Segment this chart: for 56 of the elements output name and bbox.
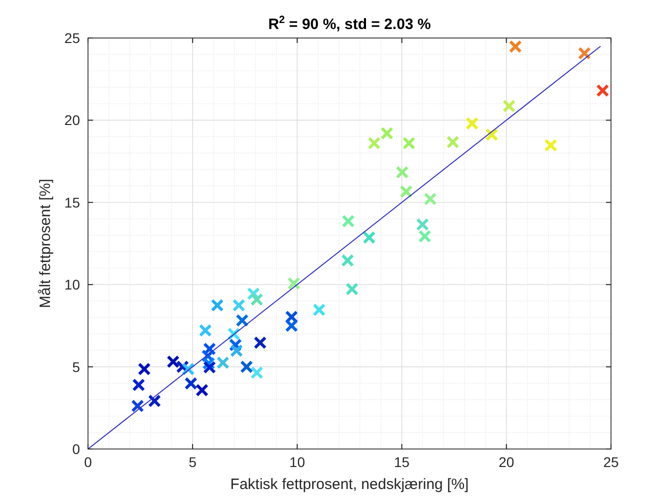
y-tick-label: 15 (64, 194, 80, 210)
y-axis-title: Målt fettprosent [%] (37, 178, 54, 308)
point (396, 166, 409, 179)
point (148, 394, 162, 408)
point (236, 314, 249, 327)
point (402, 136, 416, 150)
y-tick-label: 0 (72, 441, 80, 457)
point (230, 344, 244, 358)
x-tick-label: 5 (188, 454, 197, 470)
x-axis-title: Faktisk fettprosent, nedskjæring [%] (230, 476, 469, 493)
point (216, 356, 230, 370)
x-tick-label: 0 (84, 454, 92, 470)
point (232, 298, 246, 312)
point (416, 218, 430, 231)
chart-title: R$^{2}$ = 90 %, std = 2.03 % (268, 14, 431, 33)
point (166, 355, 180, 368)
point (485, 128, 498, 142)
x-tick-label: 10 (289, 454, 306, 470)
point (424, 192, 437, 206)
point (138, 362, 151, 376)
point (466, 116, 479, 130)
point (250, 293, 264, 306)
x-tick-label: 20 (498, 454, 514, 470)
point (210, 298, 224, 312)
point (368, 136, 381, 150)
point (400, 185, 413, 198)
y-tick-label: 5 (72, 358, 80, 375)
point (596, 84, 610, 98)
point (362, 231, 376, 244)
y-tick-label: 10 (64, 276, 80, 293)
point (544, 138, 558, 152)
point (285, 319, 298, 332)
y-tick-label: 20 (64, 112, 80, 128)
point (418, 230, 432, 243)
point (131, 399, 144, 412)
point (184, 376, 198, 390)
point (250, 366, 264, 380)
point (254, 336, 267, 350)
point (508, 40, 522, 54)
point (341, 254, 354, 267)
point (502, 100, 516, 113)
point (196, 384, 209, 397)
point (132, 378, 146, 392)
point (342, 214, 355, 228)
point (578, 46, 591, 60)
point (198, 324, 212, 337)
x-tick-label: 15 (394, 454, 410, 470)
point (240, 360, 254, 374)
point (380, 126, 394, 140)
point (446, 136, 460, 149)
point (203, 360, 216, 374)
point (312, 303, 326, 316)
y-tick-label: 25 (64, 30, 80, 46)
point (287, 276, 300, 290)
point (346, 282, 359, 296)
x-tick-label: 25 (603, 454, 619, 470)
